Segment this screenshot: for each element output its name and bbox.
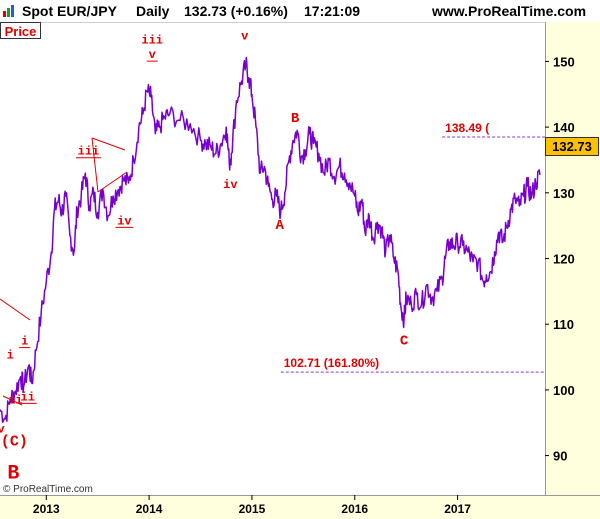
last-quote: 132.73 (+0.16%) xyxy=(184,3,288,19)
wave-label: ii xyxy=(8,394,22,408)
y-tick-label: 100 xyxy=(553,383,575,398)
x-tick-label: 2017 xyxy=(444,502,471,516)
wave-label: v xyxy=(241,30,248,44)
price-axis[interactable] xyxy=(545,22,600,495)
wave-label: ii xyxy=(21,390,35,404)
wave-label: A xyxy=(275,218,284,234)
wave-label: iii xyxy=(78,145,100,159)
last-price-box: 132.73 xyxy=(545,137,599,156)
wave-label: B xyxy=(291,111,300,127)
instrument-name: Spot EUR/JPY xyxy=(22,3,117,19)
wave-label: i xyxy=(7,348,14,362)
wave-label: iv xyxy=(223,178,237,192)
trendlines xyxy=(0,137,128,406)
time-axis[interactable] xyxy=(0,495,600,519)
timeframe-label: Daily xyxy=(136,3,170,19)
wave-label: (C) xyxy=(1,434,28,451)
x-tick-label: 2014 xyxy=(136,502,163,516)
copyright-text: © ProRealTime.com xyxy=(3,484,93,495)
x-tick-label: 2013 xyxy=(33,502,60,516)
price-panel-tab[interactable]: Price xyxy=(0,22,41,39)
x-tick-label: 2015 xyxy=(239,502,266,516)
y-tick-label: 120 xyxy=(553,252,575,267)
price-series-line xyxy=(0,56,541,424)
chart-header: Spot EUR/JPY Daily 132.73 (+0.16%) 17:21… xyxy=(0,0,600,23)
wave-label: C xyxy=(400,334,409,350)
y-tick-label: 150 xyxy=(553,54,575,69)
x-tick-label: 2016 xyxy=(341,502,368,516)
wave-label: v xyxy=(0,423,5,437)
y-tick-label: 90 xyxy=(553,449,567,464)
level-label: 138.49 ( xyxy=(445,121,489,135)
wave-label: i xyxy=(21,335,28,349)
quote-time: 17:21:09 xyxy=(304,3,361,19)
wave-label: iii xyxy=(141,34,163,48)
wave-label: v xyxy=(149,48,156,62)
site-link[interactable]: www.ProRealTime.com xyxy=(432,3,587,19)
level-label: 102.71 (161.80%) xyxy=(284,356,379,370)
bar-chart-icon xyxy=(3,5,15,17)
wave-label: B xyxy=(7,463,19,486)
y-tick-label: 130 xyxy=(553,186,575,201)
y-tick-label: 140 xyxy=(553,120,575,135)
y-tick-label: 110 xyxy=(553,317,574,332)
wave-label: iv xyxy=(117,214,131,228)
